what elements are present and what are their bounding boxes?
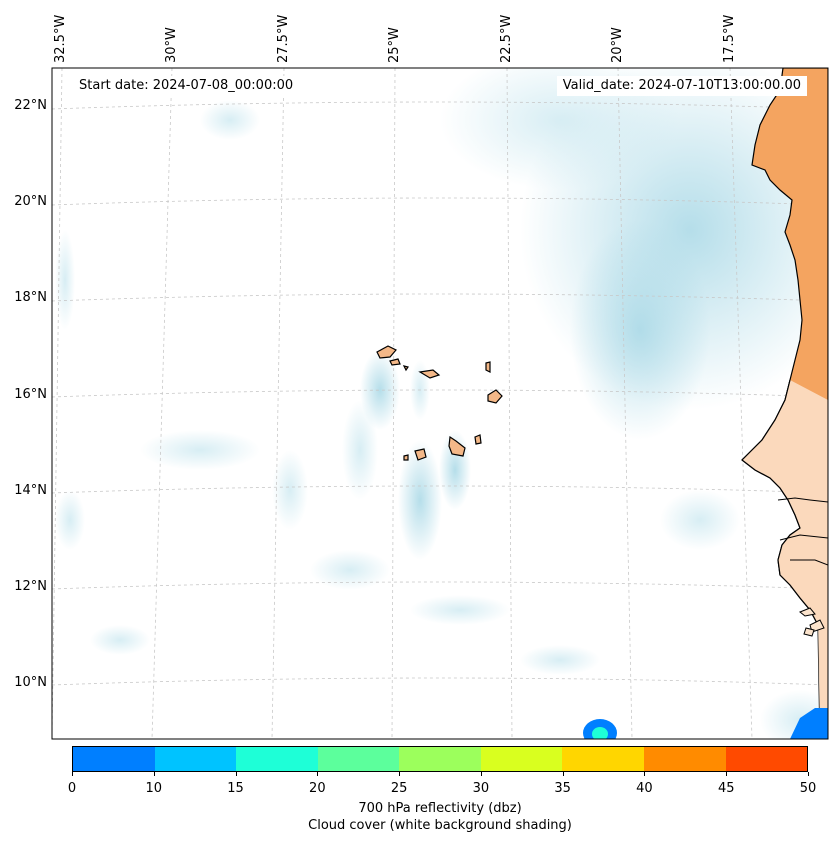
- colorbar-label: 700 hPa reflectivity (dbz): [358, 801, 522, 816]
- lat-label: 16°N: [14, 387, 47, 402]
- lon-label: 25°W: [387, 27, 402, 63]
- lat-label: 12°N: [14, 579, 47, 594]
- colorbar-tick: [562, 772, 564, 776]
- colorbar-segment: [236, 747, 318, 771]
- colorbar: [72, 746, 808, 772]
- lon-label: 20°W: [610, 27, 625, 63]
- colorbar-tick-label: 40: [636, 781, 653, 796]
- island-santiago: [448, 435, 466, 457]
- lat-label: 10°N: [14, 675, 47, 690]
- colorbar-segment: [154, 747, 237, 771]
- colorbar-sublabel: Cloud cover (white background shading): [308, 818, 572, 833]
- reflectivity-cells: [583, 708, 828, 739]
- island-maio: [474, 434, 482, 445]
- colorbar-tick-label: 45: [717, 781, 735, 796]
- map-area: [52, 68, 828, 739]
- colorbar-tick-label: 10: [145, 781, 163, 796]
- lon-label: 22.5°W: [499, 14, 514, 63]
- colorbar-tick-label: 20: [309, 781, 326, 796]
- colorbar-tick: [153, 772, 155, 776]
- colorbar-tick-label: 0: [67, 781, 77, 796]
- lat-label: 18°N: [14, 290, 47, 305]
- colorbar-segment: [725, 747, 808, 771]
- colorbar-tick-label: 15: [227, 781, 244, 796]
- island-santa-luzia: [402, 365, 409, 372]
- colorbar-tick: [644, 772, 646, 776]
- colorbar-tick: [399, 772, 401, 776]
- lon-label: 30°W: [164, 27, 179, 63]
- colorbar-tick: [235, 772, 237, 776]
- lon-label: 17.5°W: [722, 14, 737, 63]
- lon-label: 32.5°W: [53, 14, 68, 63]
- colorbar-tick: [808, 772, 809, 776]
- colorbar-segment: [317, 747, 400, 771]
- colorbar-segment: [562, 747, 644, 771]
- colorbar-tick: [72, 772, 73, 776]
- lat-label: 22°N: [14, 98, 47, 113]
- colorbar-tick-label: 50: [799, 781, 817, 796]
- lat-label: 20°N: [14, 194, 47, 209]
- colorbar-segment: [73, 747, 155, 771]
- cloud-cover-shading: [55, 68, 828, 739]
- graticule: [52, 68, 828, 739]
- colorbar-tick: [726, 772, 728, 776]
- island-sao-vicente: [389, 358, 401, 366]
- colorbar-tick-label: 30: [472, 781, 490, 796]
- island-brava: [403, 454, 409, 461]
- colorbar-segment: [643, 747, 726, 771]
- map-frame: [51, 67, 829, 740]
- colorbar-tick: [480, 772, 482, 776]
- start-date-label: Start date: 2024-07-08_00:00:00: [73, 76, 300, 96]
- valid-date-label: Valid_date: 2024-07-10T13:00:00.00: [556, 76, 807, 96]
- lat-label: 14°N: [14, 483, 47, 498]
- africa-coastline: [741, 68, 828, 739]
- island-santo-antao: [376, 345, 397, 359]
- colorbar-segment: [399, 747, 481, 771]
- island-sao-nicolau: [418, 369, 441, 379]
- colorbar-segment: [480, 747, 563, 771]
- colorbar-tick: [317, 772, 319, 776]
- lon-label: 27.5°W: [276, 14, 291, 63]
- colorbar-tick-label: 35: [554, 781, 571, 796]
- colorbar-tick-label: 25: [390, 781, 408, 796]
- island-fogo: [414, 448, 427, 461]
- island-sal: [485, 361, 491, 373]
- cape-verde-islands: [376, 345, 503, 461]
- island-boa-vista: [487, 389, 503, 404]
